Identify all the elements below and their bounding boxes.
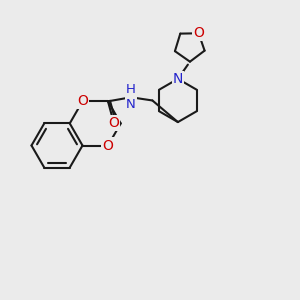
Text: H
N: H N	[126, 83, 136, 111]
Text: O: O	[77, 94, 88, 108]
Text: N: N	[173, 72, 183, 86]
Text: O: O	[103, 139, 113, 152]
Text: O: O	[108, 116, 119, 130]
Text: O: O	[193, 26, 204, 40]
